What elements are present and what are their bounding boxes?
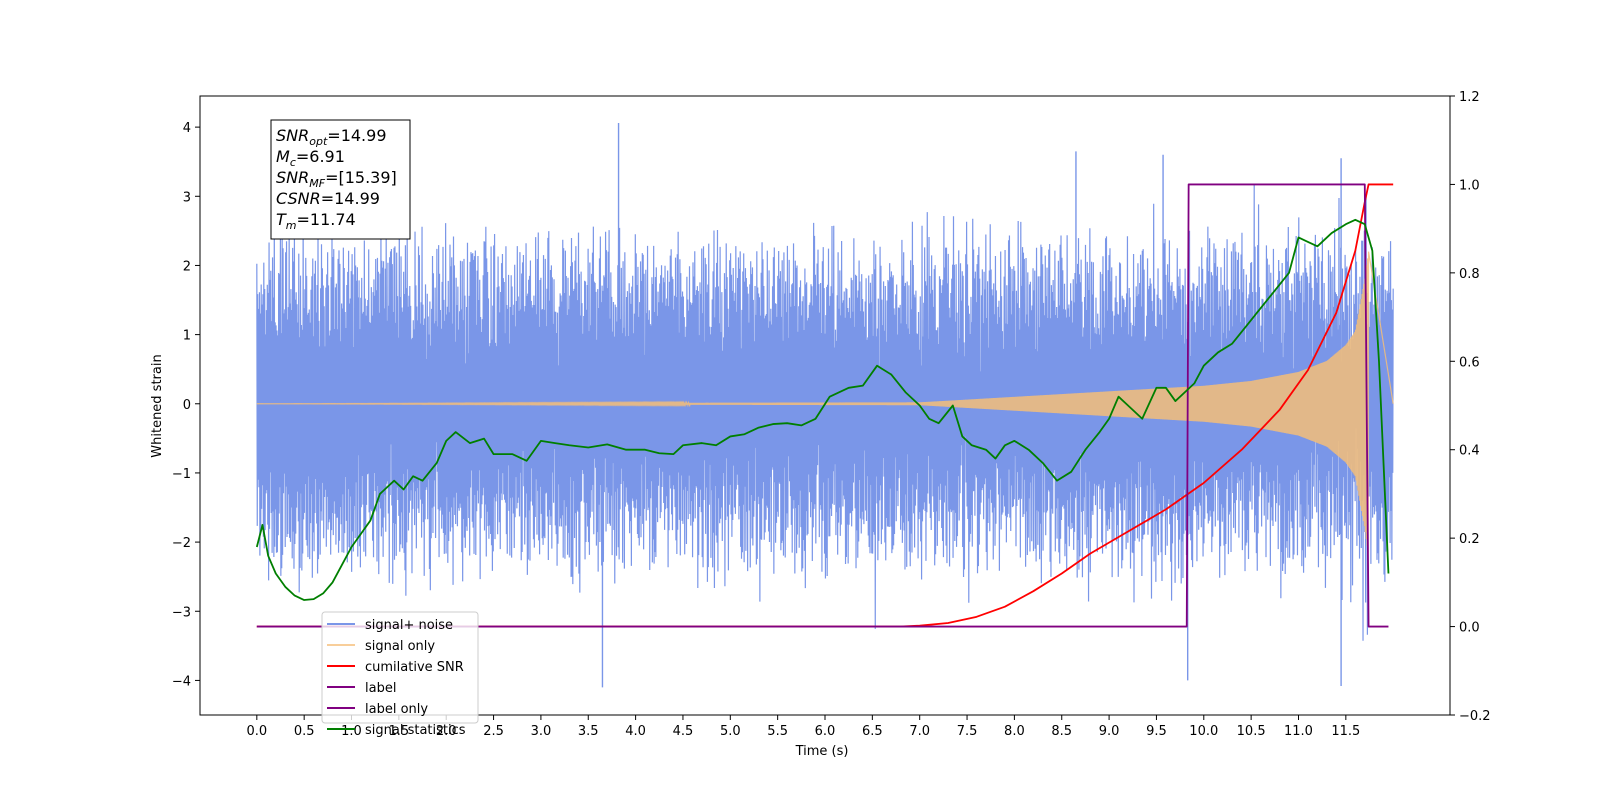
x-tick-label: 9.5 xyxy=(1146,724,1167,739)
y2-tick-label: 1.0 xyxy=(1459,178,1480,193)
legend-label: label only xyxy=(365,702,428,717)
x-tick-label: 4.0 xyxy=(625,724,646,739)
legend-label: signal statistics xyxy=(365,723,466,738)
series-cumulative-snr xyxy=(256,183,1394,628)
x-tick-label: 11.5 xyxy=(1331,724,1360,739)
x-tick-label: 7.5 xyxy=(957,724,978,739)
y2-tick-label: 0.4 xyxy=(1459,444,1480,459)
annotation-line: SNRMF=[15.39] xyxy=(276,168,397,190)
x-tick-label: 4.5 xyxy=(673,724,694,739)
y2-tick-label: −0.2 xyxy=(1459,709,1491,724)
y2-tick-label: 0.2 xyxy=(1459,532,1480,547)
legend-label: signal+ noise xyxy=(365,618,453,633)
legend: signal+ noise signal only cumilative SNR la… xyxy=(321,611,479,738)
x-tick-label: 8.0 xyxy=(1004,724,1025,739)
stats-annotation: SNRopt=14.99Mc=6.91SNRMF=[15.39]CSNR=14.… xyxy=(270,119,411,240)
x-tick-label: 0.0 xyxy=(246,724,267,739)
y-tick-label: 2 xyxy=(183,259,191,274)
annotation-line: Tm=11.74 xyxy=(276,210,356,232)
y-axis-label: Whitened strain xyxy=(150,354,165,457)
x-tick-label: 7.0 xyxy=(909,724,930,739)
y-tick-label: −2 xyxy=(172,536,191,551)
series-label xyxy=(256,183,1389,628)
x-tick-label: 3.5 xyxy=(578,724,599,739)
x-tick-label: 2.5 xyxy=(483,724,504,739)
y2-tick-label: 0.0 xyxy=(1459,621,1480,636)
legend-label: signal only xyxy=(365,639,435,654)
x-tick-label: 3.0 xyxy=(531,724,552,739)
y-tick-label: 3 xyxy=(183,190,191,205)
annotation-line: CSNR=14.99 xyxy=(276,189,380,208)
legend-label: label xyxy=(365,681,396,696)
y2-tick-label: 0.6 xyxy=(1459,355,1480,370)
x-tick-label: 5.5 xyxy=(767,724,788,739)
y-tick-label: −4 xyxy=(172,674,191,689)
x-tick-label: 10.5 xyxy=(1237,724,1266,739)
x-tick-label: 8.5 xyxy=(1051,724,1072,739)
y-tick-label: 0 xyxy=(183,398,191,413)
series-signal-statistics xyxy=(255,218,1390,601)
x-tick-label: 2.0 xyxy=(436,724,457,739)
x-tick-label: 0.5 xyxy=(294,724,315,739)
annotation-box xyxy=(270,119,411,240)
x-tick-label: 6.0 xyxy=(815,724,836,739)
y-tick-label: 1 xyxy=(183,329,191,344)
x-axis: 0.0 0.5 1.0 1.5 2.0 2.5 3.0 3.5 4.0 4.5 5.0 5.5 6.0 6… xyxy=(246,715,1360,739)
y-tick-label: 4 xyxy=(183,121,191,136)
y-axis-left: 4 3 2 1 0 −1 −2 −3 −4 xyxy=(172,121,200,689)
y-axis-right: 1.2 1.0 0.8 0.6 0.4 0.2 0.0 −0.2 xyxy=(1450,90,1491,724)
x-tick-label: 6.5 xyxy=(862,724,883,739)
series-signal-only xyxy=(256,251,1394,553)
x-tick-label: 1.5 xyxy=(389,724,410,739)
x-tick-label: 1.0 xyxy=(341,724,362,739)
series-layer xyxy=(255,122,1394,688)
legend-frame xyxy=(321,611,479,724)
annotation-line: SNRopt=14.99 xyxy=(276,126,387,148)
y-tick-label: −3 xyxy=(172,605,191,620)
x-tick-label: 5.0 xyxy=(720,724,741,739)
x-tick-label: 10.0 xyxy=(1189,724,1218,739)
y2-tick-label: 0.8 xyxy=(1459,267,1480,282)
x-tick-label: 9.0 xyxy=(1099,724,1120,739)
x-tick-label: 11.0 xyxy=(1284,724,1313,739)
series-signal-noise xyxy=(256,184,1394,641)
x-axis-label: Time (s) xyxy=(795,744,849,759)
legend-label: cumilative SNR xyxy=(365,660,464,675)
y2-tick-label: 1.2 xyxy=(1459,90,1480,105)
annotation-line: Mc=6.91 xyxy=(276,147,345,169)
y-tick-label: −1 xyxy=(172,467,191,482)
